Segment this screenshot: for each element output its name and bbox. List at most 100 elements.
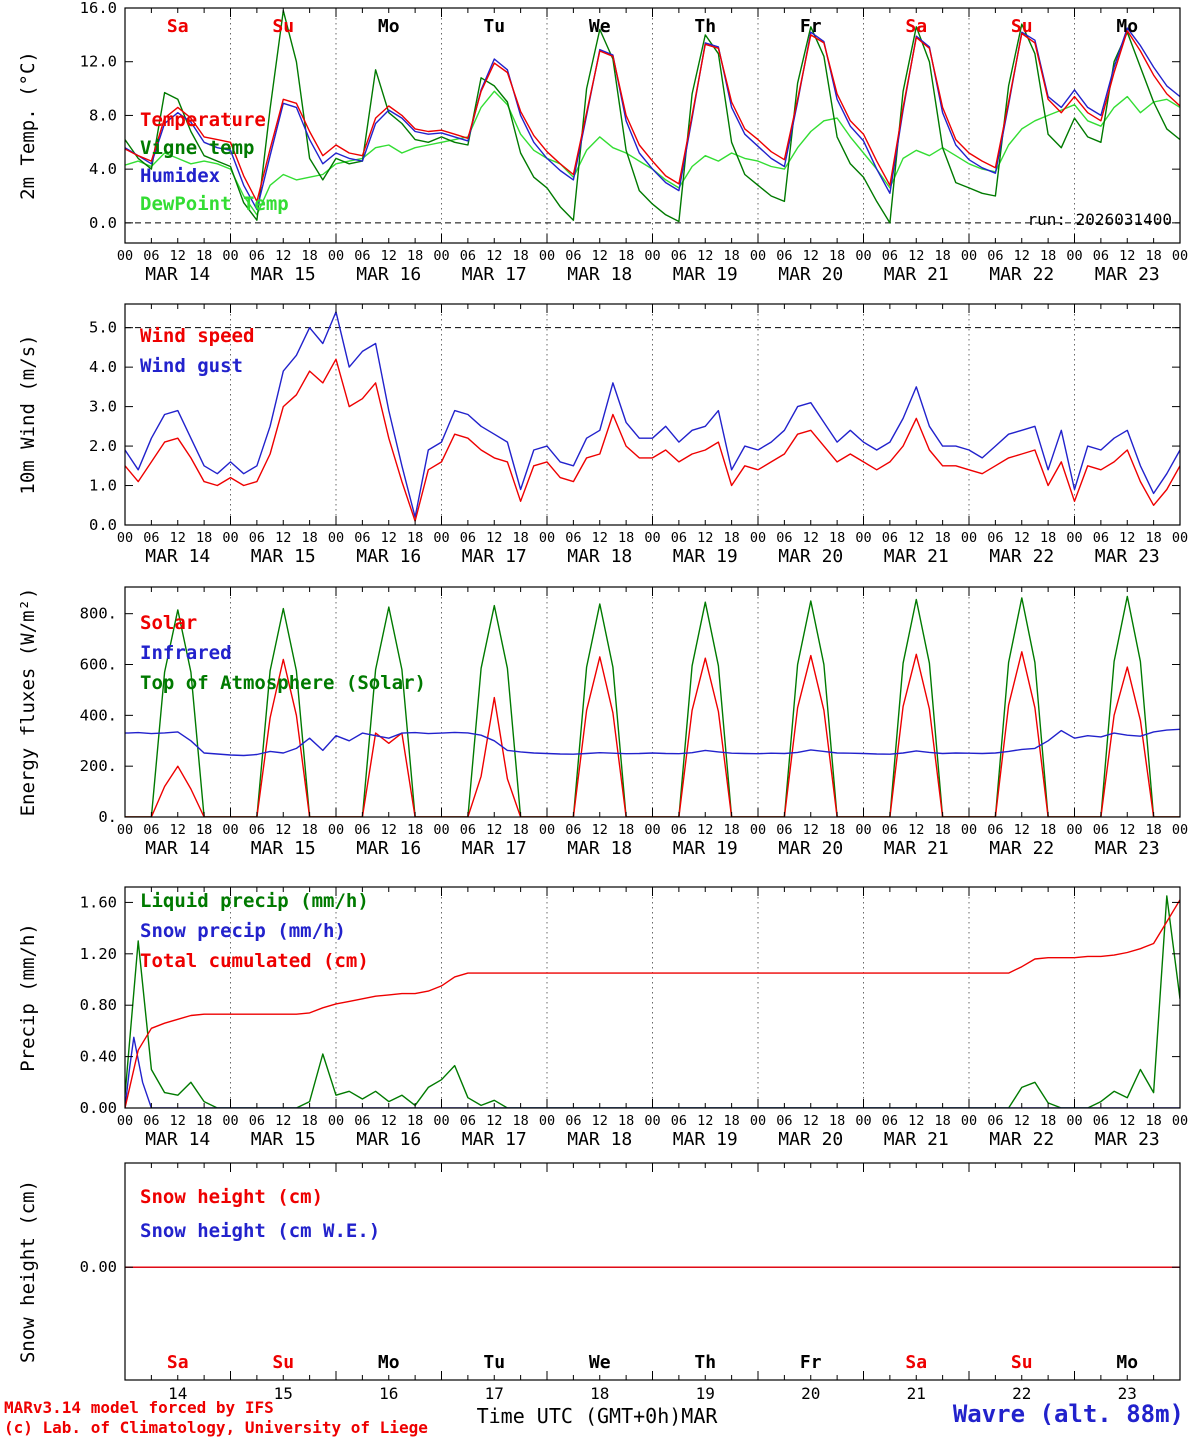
y-axis-title: Snow height (cm): [17, 1180, 39, 1363]
series-liquid-precip-mm-h-line: [125, 895, 1180, 1108]
hour-tick-label: 06: [460, 530, 476, 546]
hour-tick-label: 12: [170, 530, 186, 546]
hour-tick-label: 00: [644, 1113, 660, 1129]
hour-tick-label: 12: [803, 530, 819, 546]
weekday-label: Sa: [905, 16, 927, 37]
hour-tick-label: 00: [539, 1113, 555, 1129]
series-total-cumulated-cm-line: [125, 899, 1180, 1108]
hour-tick-label: 06: [882, 530, 898, 546]
hour-tick-label: 00: [1066, 822, 1082, 838]
hour-tick-label: 00: [644, 530, 660, 546]
hour-tick-label: 00: [644, 822, 660, 838]
day-number-label: 18: [590, 1384, 609, 1403]
hour-tick-label: 18: [618, 1113, 634, 1129]
hour-tick-label: 18: [196, 1113, 212, 1129]
hour-tick-label: 06: [987, 822, 1003, 838]
hour-tick-label: 00: [433, 530, 449, 546]
day-label: MAR 15: [251, 546, 316, 567]
hour-tick-label: 06: [776, 248, 792, 264]
hour-tick-label: 18: [934, 530, 950, 546]
y-tick-label: 8.0: [89, 106, 117, 124]
hour-tick-label: 00: [855, 1113, 871, 1129]
hour-tick-label: 06: [460, 248, 476, 264]
day-number-label: 22: [1012, 1384, 1031, 1403]
legend-wind-speed: Wind speed: [140, 325, 254, 347]
hour-tick-label: 18: [723, 822, 739, 838]
hour-tick-label: 12: [381, 1113, 397, 1129]
hour-tick-label: 18: [1145, 530, 1161, 546]
weekday-label: Su: [272, 16, 294, 37]
day-label: MAR 19: [673, 838, 738, 859]
day-number-label: 15: [274, 1384, 293, 1403]
hour-tick-label: 18: [196, 822, 212, 838]
hour-tick-label: 18: [512, 248, 528, 264]
hour-tick-label: 12: [1014, 530, 1030, 546]
hour-tick-label: 00: [433, 1113, 449, 1129]
day-label: MAR 20: [778, 1129, 843, 1150]
hour-tick-label: 00: [961, 1113, 977, 1129]
precip-panel-chart: 00 06 12 18 00 06 12 18 00 06 12 18 00 06 12 18 00 06 12 18…: [17, 886, 1188, 1150]
y-tick-label: 12.0: [80, 53, 117, 71]
day-label: MAR 22: [989, 838, 1054, 859]
hour-tick-label: 12: [592, 1113, 608, 1129]
hour-tick-label: 12: [381, 530, 397, 546]
day-label: MAR 17: [462, 264, 527, 285]
hour-tick-label: 00: [961, 248, 977, 264]
y-axis-title: Precip (mm/h): [17, 923, 39, 1072]
day-label: MAR 16: [356, 1129, 421, 1150]
y-tick-label: 4.0: [89, 160, 117, 178]
hour-tick-label: 12: [275, 530, 291, 546]
day-label: MAR 23: [1095, 264, 1160, 285]
y-tick-label: 2.0: [89, 437, 117, 455]
weekday-label: Th: [694, 1352, 716, 1373]
y-tick-label: 1.0: [89, 477, 117, 495]
day-label: MAR 14: [145, 546, 210, 567]
hour-tick-label: 18: [1040, 248, 1056, 264]
day-number-label: 23: [1118, 1384, 1137, 1403]
hour-tick-label: 18: [407, 1113, 423, 1129]
hour-tick-label: 06: [143, 530, 159, 546]
y-tick-label: 600.: [80, 656, 117, 674]
hour-tick-label: 18: [1040, 530, 1056, 546]
day-label: MAR 17: [462, 1129, 527, 1150]
legend-snow-height-cm: Snow height (cm): [140, 1186, 323, 1208]
hour-tick-label: 00: [222, 530, 238, 546]
y-tick-label: 0.: [98, 808, 117, 826]
hour-tick-label: 06: [671, 530, 687, 546]
hour-tick-label: 18: [512, 530, 528, 546]
hour-tick-label: 06: [249, 1113, 265, 1129]
hour-tick-label: 00: [1172, 822, 1188, 838]
hour-tick-label: 12: [908, 530, 924, 546]
hour-tick-label: 00: [117, 822, 133, 838]
day-label: MAR 20: [778, 546, 843, 567]
hour-tick-label: 12: [803, 248, 819, 264]
y-tick-label: 4.0: [89, 358, 117, 376]
hour-tick-label: 00: [1172, 1113, 1188, 1129]
hour-tick-label: 00: [222, 1113, 238, 1129]
y-tick-label: 16.0: [80, 0, 117, 17]
hour-tick-label: 12: [697, 1113, 713, 1129]
hour-tick-label: 18: [723, 248, 739, 264]
day-label: MAR 15: [251, 838, 316, 859]
weekday-label: Mo: [1116, 16, 1138, 37]
hour-tick-label: 18: [618, 822, 634, 838]
day-number-label: 16: [379, 1384, 398, 1403]
hour-tick-label: 18: [618, 248, 634, 264]
y-tick-label: 0.0: [89, 516, 117, 534]
day-label: MAR 16: [356, 264, 421, 285]
hour-tick-label: 12: [486, 1113, 502, 1129]
hour-tick-label: 00: [117, 1113, 133, 1129]
hour-tick-label: 18: [196, 248, 212, 264]
day-label: MAR 18: [567, 838, 632, 859]
energy-panel-chart: 00 06 12 18 00 06 12 18 00 06 12 18 00 06 12 18 00 06 12 18…: [17, 586, 1188, 859]
hour-tick-label: 00: [1172, 248, 1188, 264]
snow-panel-chart: 14 15 16 17 18 19 20 21 22 23 Sa Su Mo Tu We Th Fr Sa Su Mo…: [17, 1162, 1181, 1403]
hour-tick-label: 00: [1172, 530, 1188, 546]
legend-infrared: Infrared: [140, 642, 232, 664]
hour-tick-label: 00: [328, 248, 344, 264]
hour-tick-label: 18: [407, 248, 423, 264]
hour-tick-label: 06: [882, 248, 898, 264]
series-wind-speed-line: [125, 358, 1180, 522]
model-credits: MARv3.14 model forced by IFS (c) Lab. of…: [4, 1398, 428, 1438]
day-label: MAR 22: [989, 1129, 1054, 1150]
